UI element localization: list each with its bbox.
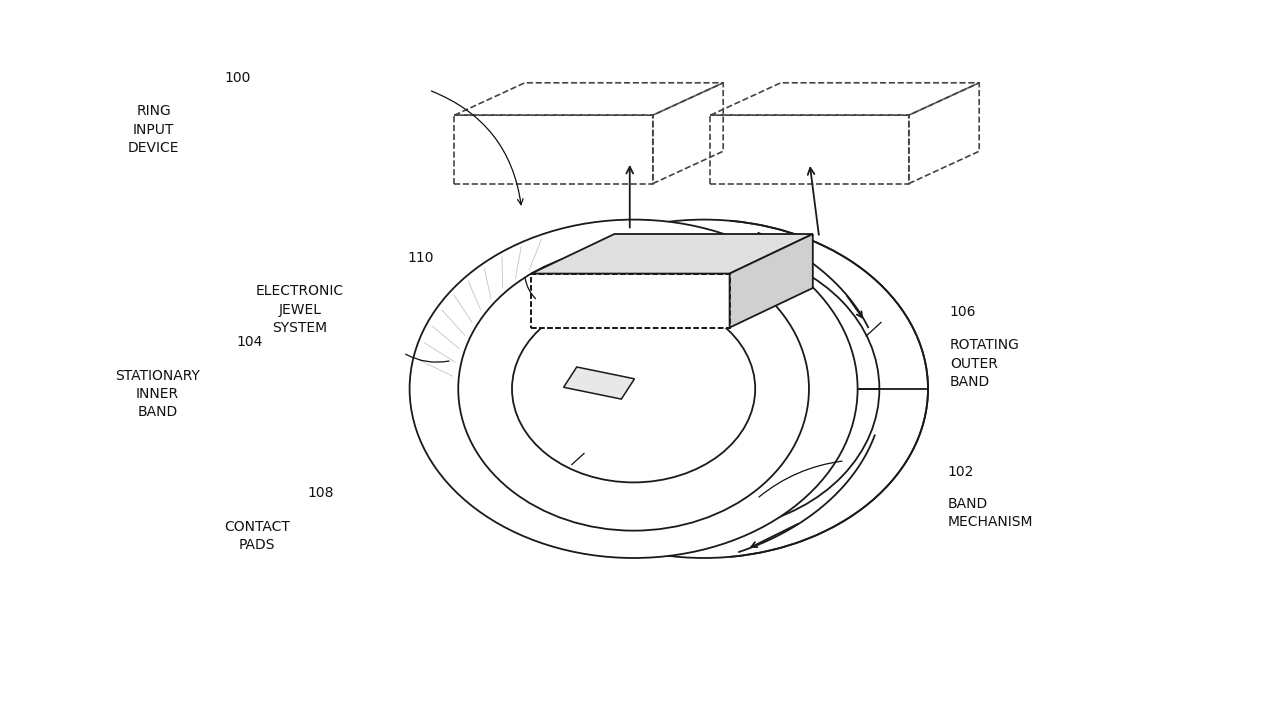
Bar bbox=[710, 115, 909, 184]
Text: BAND
MECHANISM: BAND MECHANISM bbox=[947, 497, 1033, 529]
Text: ELECTRONIC
JEWEL
SYSTEM: ELECTRONIC JEWEL SYSTEM bbox=[256, 284, 344, 336]
Text: 100: 100 bbox=[224, 71, 251, 85]
Ellipse shape bbox=[512, 295, 755, 482]
Text: RING
INPUT
DEVICE: RING INPUT DEVICE bbox=[128, 104, 179, 156]
Text: 108: 108 bbox=[307, 487, 334, 500]
Bar bbox=[454, 115, 653, 184]
Ellipse shape bbox=[410, 220, 858, 558]
Polygon shape bbox=[730, 234, 813, 328]
Text: 102: 102 bbox=[947, 465, 974, 479]
Text: 104: 104 bbox=[237, 336, 264, 349]
Bar bbox=[531, 274, 730, 328]
Polygon shape bbox=[531, 234, 813, 274]
Text: STATIONARY
INNER
BAND: STATIONARY INNER BAND bbox=[115, 369, 200, 420]
Ellipse shape bbox=[410, 220, 858, 558]
Text: 106: 106 bbox=[950, 305, 977, 319]
Bar bbox=[531, 274, 730, 328]
Text: ROTATING
OUTER
BAND: ROTATING OUTER BAND bbox=[950, 338, 1020, 390]
Text: CONTACT
PADS: CONTACT PADS bbox=[224, 520, 289, 552]
Polygon shape bbox=[563, 367, 635, 399]
Text: 110: 110 bbox=[407, 251, 434, 265]
Ellipse shape bbox=[458, 247, 809, 531]
